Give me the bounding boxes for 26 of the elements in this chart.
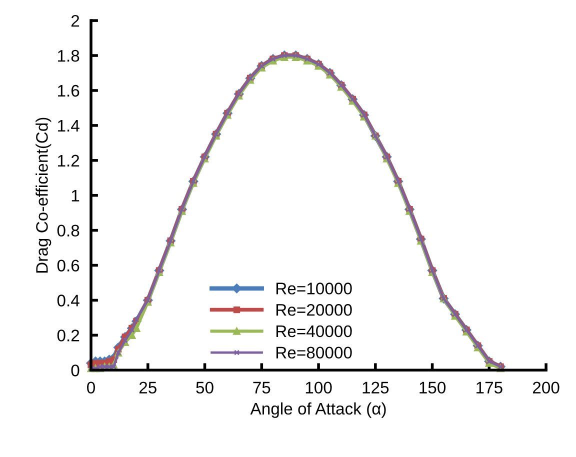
y-tick-label: 0.4 — [57, 294, 80, 306]
y-tick-label: 1.2 — [58, 154, 80, 166]
y-tick-label: 0.2 — [57, 330, 80, 342]
x-axis-title: Angle of Attack (α) — [250, 402, 386, 418]
y-tick-label: 0 — [71, 364, 80, 376]
x-tick-label: 200 — [532, 382, 560, 394]
x-tick-label: 150 — [420, 382, 446, 394]
y-tick-label: 1.6 — [58, 84, 80, 97]
y-tick-label: 1.8 — [58, 50, 80, 62]
y-tick-label: 2 — [71, 14, 80, 27]
y-tick-label: 1.4 — [58, 120, 80, 132]
x-tick-label: 125 — [362, 382, 389, 394]
x-tick-label: 25 — [139, 382, 156, 394]
y-axis-title: Drag Co-efficient(Cd) — [36, 118, 52, 273]
legend-label: Re=40000 — [276, 325, 352, 338]
y-tick-label: 0.8 — [57, 224, 80, 237]
x-tick-label: 0 — [87, 382, 95, 394]
x-tick-label: 50 — [196, 382, 214, 394]
x-tick-label: 100 — [306, 382, 332, 394]
x-tick-label: 75 — [253, 382, 270, 394]
y-tick-label: 0.6 — [57, 260, 80, 272]
x-tick-label: 175 — [476, 382, 502, 394]
legend-label: Re=20000 — [276, 304, 352, 316]
legend-label: Re=10000 — [276, 282, 352, 294]
y-tick-label: 1 — [72, 190, 80, 202]
legend-label: Re=80000 — [276, 346, 352, 359]
